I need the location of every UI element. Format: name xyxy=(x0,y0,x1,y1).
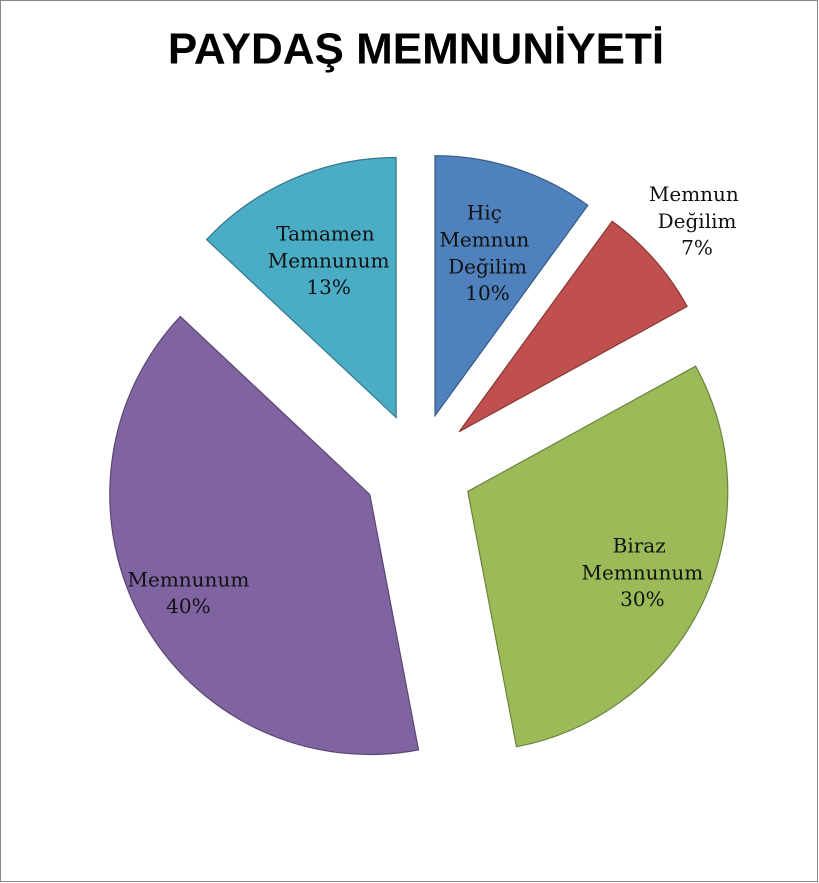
slice-category-label: Memnunum xyxy=(128,567,250,591)
pie-slice xyxy=(458,220,688,433)
slice-category-label: Memnun Değilim xyxy=(649,181,745,232)
pie-slice xyxy=(434,155,589,418)
pie-slice xyxy=(109,315,420,756)
slice-value-label: 40% xyxy=(166,594,210,618)
slice-value-label: 13% xyxy=(306,275,350,299)
pie-slice xyxy=(467,365,729,748)
slice-value-label: 7% xyxy=(681,235,713,259)
pie-slice xyxy=(205,156,397,419)
slice-value-label: 30% xyxy=(620,587,664,611)
slice-value-label: 10% xyxy=(465,281,509,305)
slice-category-label: Hiç Memnun Değilim xyxy=(439,200,535,278)
slice-category-label: Biraz Memnunum xyxy=(582,533,704,584)
chart-title: PAYDAŞ MEMNUNİYETİ xyxy=(168,25,664,74)
slice-category-label: Tamamen Memnunum xyxy=(268,221,390,272)
